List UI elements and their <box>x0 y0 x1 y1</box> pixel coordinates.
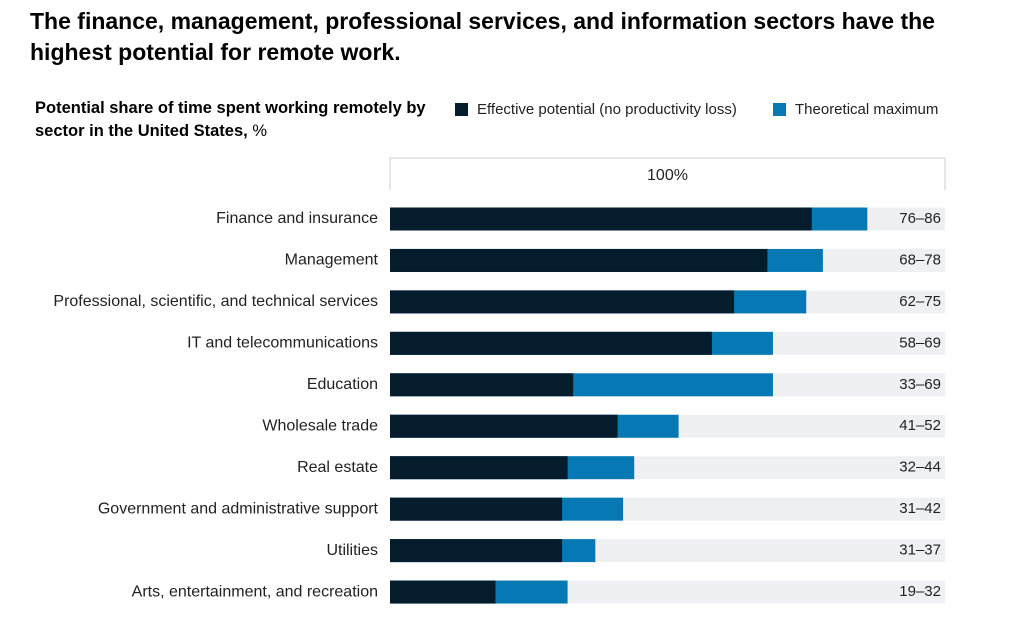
bar <box>390 207 812 231</box>
legend-swatch <box>773 103 786 116</box>
legend-label: Effective potential (no productivity los… <box>477 101 737 118</box>
chart-title: The finance, management, professional se… <box>30 8 935 65</box>
y-tick-label: Wholesale trade <box>262 417 378 434</box>
x-tick-label: 100% <box>647 167 688 184</box>
bar <box>390 290 735 314</box>
value-label: 76–86 <box>899 210 941 227</box>
value-label: 58–69 <box>899 334 941 351</box>
value-label: 33–69 <box>899 376 941 393</box>
value-label: 68–78 <box>899 251 941 268</box>
y-tick-label: Management <box>285 252 379 269</box>
value-label: 19–32 <box>899 583 941 600</box>
subtitle: Potential share of time spent working re… <box>35 99 426 140</box>
y-tick-label: Real estate <box>297 459 378 476</box>
subtitle-block: Potential share of time spent working re… <box>35 97 435 143</box>
bar <box>390 580 496 604</box>
bar <box>390 373 574 397</box>
y-tick-label: Government and administrative support <box>98 500 379 517</box>
bar <box>390 331 712 355</box>
value-label: 32–44 <box>899 459 941 476</box>
value-label: 31–37 <box>899 542 941 559</box>
y-tick-label: Professional, scientific, and technical … <box>53 293 378 310</box>
value-label: 62–75 <box>899 293 941 310</box>
bar <box>390 497 563 521</box>
legend-label: Theoretical maximum <box>795 101 938 118</box>
unit: % <box>252 122 267 140</box>
value-label: 31–42 <box>899 500 941 517</box>
bar <box>390 414 618 438</box>
value-label: 41–52 <box>899 417 941 434</box>
bar <box>390 248 768 272</box>
y-tick-label: Arts, entertainment, and recreation <box>132 583 378 600</box>
y-tick-label: Education <box>307 376 378 393</box>
y-tick-label: Finance and insurance <box>216 210 378 227</box>
y-tick-label: Utilities <box>326 542 378 559</box>
y-tick-label: IT and telecommunications <box>187 335 378 352</box>
bar <box>390 539 563 563</box>
legend-swatch <box>455 103 468 116</box>
bar <box>390 456 568 480</box>
